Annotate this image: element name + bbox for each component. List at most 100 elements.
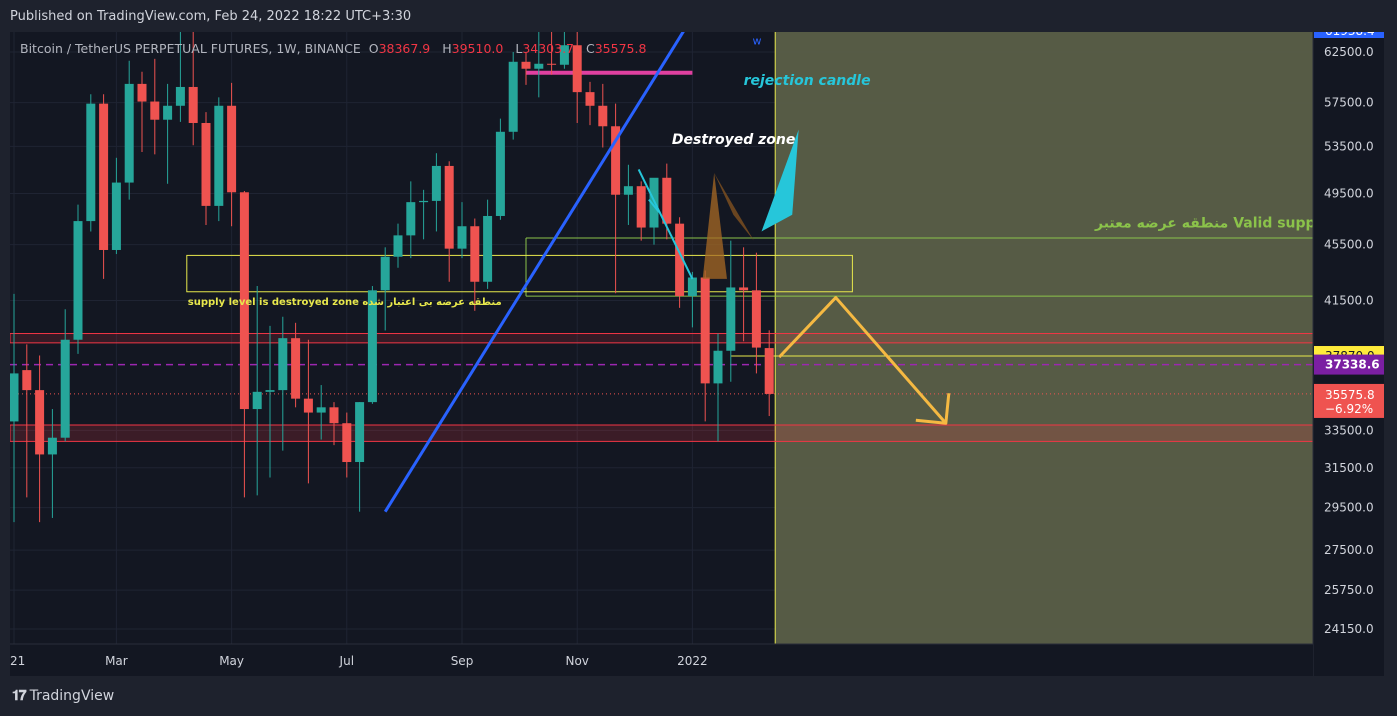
candle-body	[252, 391, 262, 410]
candle-body	[278, 338, 288, 391]
destroyed-arrow	[702, 173, 727, 279]
candle-body	[99, 103, 109, 250]
resistance-band	[9, 333, 1314, 344]
avg-price-tag-label: 37338.6	[1325, 358, 1380, 372]
candle-body	[47, 437, 57, 455]
destroyed-supply-zone	[186, 254, 853, 293]
candle-body	[700, 277, 710, 384]
published-text: Published on TradingView.com, Feb 24, 20…	[10, 9, 412, 24]
low-label: L	[515, 41, 523, 56]
candles	[9, 0, 774, 523]
candle-body	[367, 290, 377, 403]
candle-body	[355, 402, 365, 463]
rejection-arrow	[761, 129, 799, 232]
candle-body	[303, 398, 313, 413]
open-label: O	[368, 41, 379, 56]
x-tick-label: 2022	[677, 654, 708, 668]
open-value: 38367.9	[378, 41, 431, 56]
close-value: 35575.8	[594, 41, 647, 56]
y-tick-label: 33500.0	[1324, 423, 1374, 437]
channel-line	[637, 169, 694, 280]
candle-body	[431, 165, 441, 201]
candle-body	[35, 390, 45, 455]
candle-body	[598, 105, 608, 127]
candle-body	[227, 105, 237, 193]
candle-body	[73, 221, 83, 340]
destroyed-label: Destroyed zone	[672, 132, 795, 148]
symbol-legend: Bitcoin / TetherUS PERPETUAL FUTURES, 1W…	[20, 41, 654, 56]
price-chart[interactable]: rejection candle Destroyed zone منطقه عرضه…	[9, 0, 1384, 676]
symbol-name: Bitcoin / TetherUS PERPETUAL FUTURES, 1W…	[20, 41, 361, 56]
candle-body	[470, 226, 480, 282]
candle-body	[547, 63, 557, 65]
candle-body	[444, 165, 454, 249]
x-tick-label: 21	[10, 654, 25, 668]
time-axis-bg	[10, 644, 1313, 676]
supply-destroyed-label: supply level is destroyed zone منطقه عرض…	[188, 297, 502, 308]
last-price-tag	[1314, 383, 1384, 418]
candle-body	[419, 200, 429, 203]
candle-body	[675, 223, 685, 297]
avg-price-tag	[1314, 354, 1384, 375]
rejection-label: rejection candle	[744, 73, 871, 89]
candle-body	[508, 61, 518, 132]
candle-body	[111, 182, 121, 250]
publish-header: Published on TradingView.com, Feb 24, 20…	[0, 0, 1397, 32]
candle-body	[636, 186, 646, 228]
candle-body	[662, 177, 672, 224]
candle-body	[265, 390, 275, 392]
y-tick-label: 31500.0	[1324, 461, 1374, 475]
candle-body	[483, 215, 493, 282]
tradingview-logo[interactable]: 𝟏𝟕 TradingView	[12, 688, 115, 704]
y-tick-label: 49500.0	[1324, 187, 1374, 201]
channel-line	[648, 199, 660, 213]
candle-body	[22, 370, 32, 391]
forecast-shade	[774, 32, 1313, 644]
candle-body	[86, 103, 96, 222]
candle-body	[214, 105, 224, 206]
candle-body	[687, 277, 697, 297]
destroyed-arrow-2	[714, 173, 754, 241]
y-tick-label: 27500.0	[1324, 543, 1374, 557]
x-tick-label: Jul	[339, 654, 354, 668]
candle-body	[124, 83, 134, 183]
y-tick-label: 57500.0	[1324, 96, 1374, 110]
candle-body	[137, 83, 147, 102]
candle-body	[393, 235, 403, 257]
candle-body	[623, 186, 633, 195]
y-tick-label: 25750.0	[1324, 583, 1374, 597]
candle-body	[201, 122, 211, 206]
candle-body	[60, 339, 70, 438]
tradingview-logo-icon: 𝟏𝟕	[12, 688, 27, 704]
last-price-value: 35575.8	[1325, 388, 1375, 402]
x-tick-label: Mar	[105, 654, 128, 668]
last-price-change: −6.92%	[1325, 402, 1373, 416]
candle-body	[188, 86, 198, 123]
candle-body	[713, 350, 723, 384]
x-tick-label: Nov	[565, 654, 588, 668]
candle-body	[342, 423, 352, 463]
y-tick-label: 45500.0	[1324, 238, 1374, 252]
close-label: C	[586, 41, 595, 56]
candle-body	[406, 202, 416, 236]
forecast-region	[775, 32, 1313, 644]
candle-body	[534, 63, 544, 69]
candle-body	[495, 131, 505, 216]
candle-body	[9, 373, 19, 422]
candle-body	[316, 407, 326, 413]
candle-body	[175, 86, 185, 106]
w-marker: w	[753, 34, 762, 47]
high-label: H	[442, 41, 452, 56]
chart-area[interactable]: rejection candle Destroyed zone منطقه عرضه…	[9, 0, 1384, 676]
x-tick-label: Sep	[451, 654, 474, 668]
candle-body	[150, 101, 160, 120]
candle-body	[239, 192, 249, 410]
time-axis: 21 Mar May Jul Sep Nov 2022	[10, 643, 1313, 676]
y-tick-label: 41500.0	[1324, 293, 1374, 307]
x-tick-label: May	[219, 654, 244, 668]
y-tick-label: 29500.0	[1324, 501, 1374, 515]
candle-body	[163, 105, 173, 120]
projection-arrowhead	[915, 393, 951, 425]
candle-body	[521, 61, 531, 69]
y-tick-label: 24150.0	[1324, 622, 1374, 636]
